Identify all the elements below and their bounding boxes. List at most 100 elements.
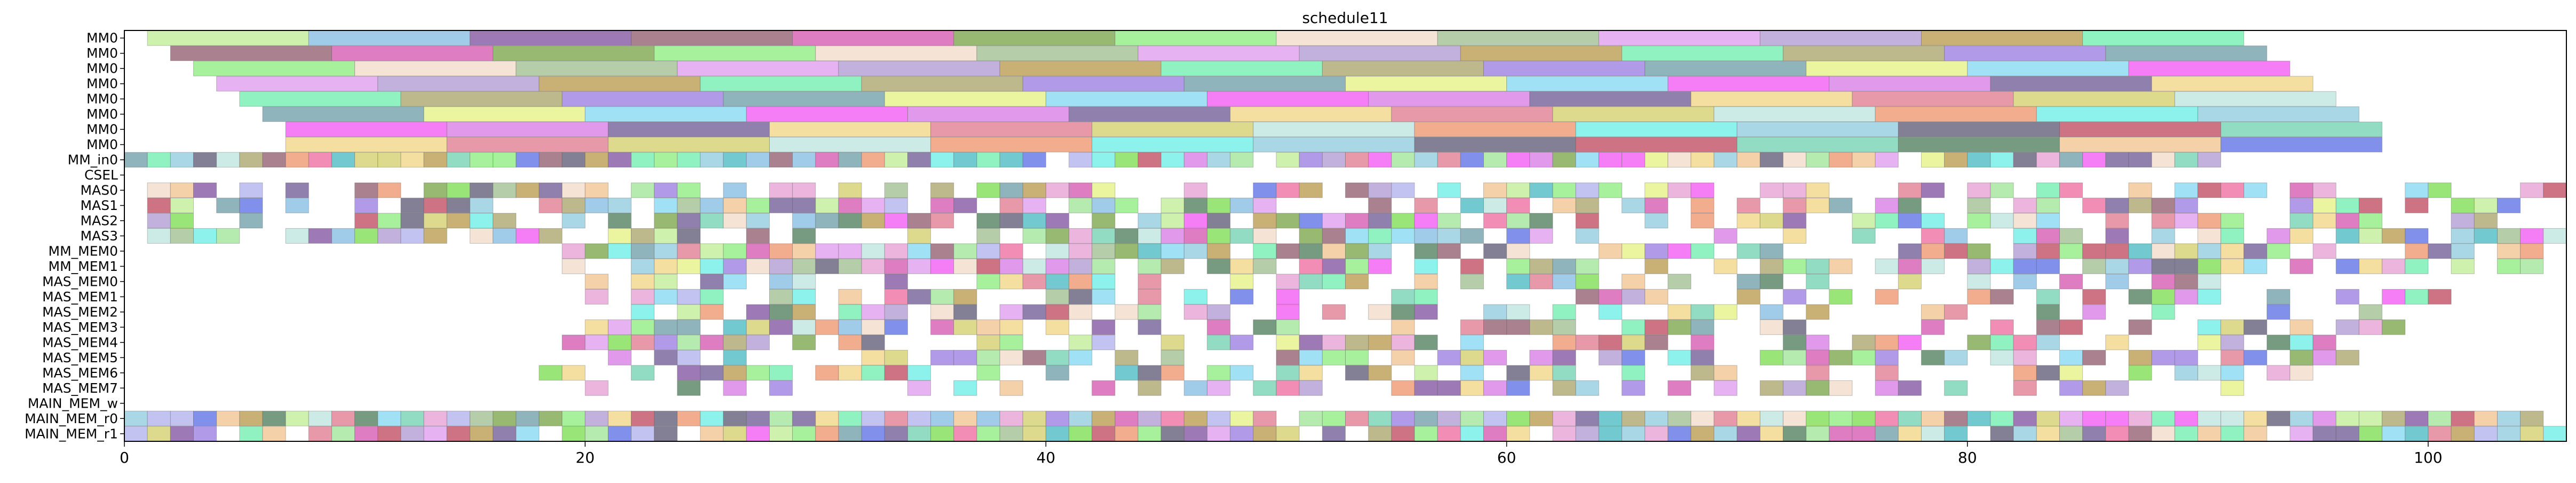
task-bar — [631, 274, 655, 290]
task-bar — [1736, 426, 1760, 442]
task-bar — [400, 410, 424, 426]
task-bar — [769, 182, 793, 198]
task-bar — [1621, 410, 1646, 426]
task-bar — [1276, 289, 1300, 305]
task-bar — [216, 410, 240, 426]
task-bar — [1160, 259, 1184, 274]
task-bar — [1160, 349, 1184, 365]
task-bar — [1967, 410, 1991, 426]
task-bar — [285, 228, 309, 244]
task-bar — [1713, 380, 1737, 396]
task-bar — [1437, 30, 1599, 46]
task-bar — [1783, 289, 1807, 305]
task-bar — [2428, 182, 2452, 198]
task-bar — [2197, 289, 2222, 305]
task-bar — [1414, 304, 1438, 320]
task-bar — [1253, 410, 1277, 426]
task-bar — [2059, 121, 2222, 137]
task-bar — [1322, 334, 1346, 350]
task-bar — [1391, 349, 1415, 365]
task-bar — [1322, 274, 1346, 290]
task-bar — [2082, 304, 2106, 320]
task-bar — [1137, 152, 1161, 168]
task-bar — [562, 334, 586, 350]
task-bar — [1921, 259, 1945, 274]
task-bar — [1898, 274, 1922, 290]
task-bar — [2197, 213, 2222, 229]
task-bar — [792, 243, 816, 259]
task-bar — [354, 426, 378, 442]
task-bar — [1092, 228, 1116, 244]
task-bar — [2428, 243, 2452, 259]
task-bar — [2197, 182, 2222, 198]
task-bar — [1529, 182, 1553, 198]
task-bar — [1829, 289, 1853, 305]
task-bar — [1207, 91, 1369, 107]
task-bar — [953, 426, 977, 442]
task-bar — [861, 304, 885, 320]
task-bar — [1852, 334, 1876, 350]
task-bar — [654, 319, 678, 335]
task-bar — [2497, 228, 2521, 244]
task-bar — [2197, 334, 2222, 350]
task-bar — [1299, 365, 1323, 381]
task-bar — [193, 410, 217, 426]
task-bar — [2289, 410, 2313, 426]
task-bar — [1253, 137, 1415, 153]
task-bar — [1391, 304, 1415, 320]
task-bar — [539, 365, 563, 381]
task-bar — [723, 91, 885, 107]
task-bar — [423, 152, 447, 168]
task-bar — [1322, 213, 1346, 229]
task-bar — [1552, 259, 1576, 274]
task-bar — [1207, 259, 1231, 274]
task-bar — [1944, 304, 1968, 320]
task-bar — [2197, 152, 2222, 168]
task-bar — [723, 259, 747, 274]
task-bar — [1368, 304, 1392, 320]
task-bar — [1713, 365, 1737, 381]
task-bar — [1759, 243, 1784, 259]
task-bar — [1207, 198, 1231, 213]
task-bar — [1990, 213, 2014, 229]
task-bar — [838, 213, 862, 229]
task-bar — [654, 45, 816, 61]
task-bar — [2405, 198, 2429, 213]
task-bar — [1598, 410, 1622, 426]
task-bar — [1483, 319, 1507, 335]
task-bar — [2151, 228, 2175, 244]
task-bar — [2082, 198, 2106, 213]
task-bar — [2289, 319, 2313, 335]
task-bar — [2128, 365, 2152, 381]
task-bar — [2221, 380, 2245, 396]
task-bar — [2312, 334, 2336, 350]
task-bar — [1806, 198, 1830, 213]
task-bar — [354, 182, 378, 198]
task-bar — [746, 334, 770, 350]
task-bar — [792, 319, 816, 335]
task-bar — [1115, 349, 1139, 365]
task-bar — [1668, 243, 1692, 259]
task-bar — [2128, 289, 2152, 305]
task-bar — [377, 228, 401, 244]
task-bar — [1829, 349, 1853, 365]
task-bar — [562, 426, 586, 442]
task-bar — [930, 137, 1093, 153]
task-bar — [907, 289, 931, 305]
task-bar — [1736, 274, 1760, 290]
task-bar — [976, 259, 1000, 274]
task-bar — [1069, 304, 1093, 320]
task-bar — [1299, 182, 1323, 198]
task-bar — [1368, 182, 1392, 198]
lane-label: MM_in0 — [68, 152, 118, 168]
lane-label: MM0 — [86, 106, 118, 122]
task-bar — [1852, 228, 1876, 244]
task-bar — [999, 259, 1023, 274]
task-bar — [1345, 213, 1369, 229]
task-bar — [1137, 426, 1161, 442]
task-bar — [193, 228, 217, 244]
task-bar — [1414, 121, 1576, 137]
task-bar — [1875, 426, 1899, 442]
lane-labels: MM0MM0MM0MM0MM0MM0MM0MM0MM_in0CSELMAS0MA… — [25, 30, 124, 441]
